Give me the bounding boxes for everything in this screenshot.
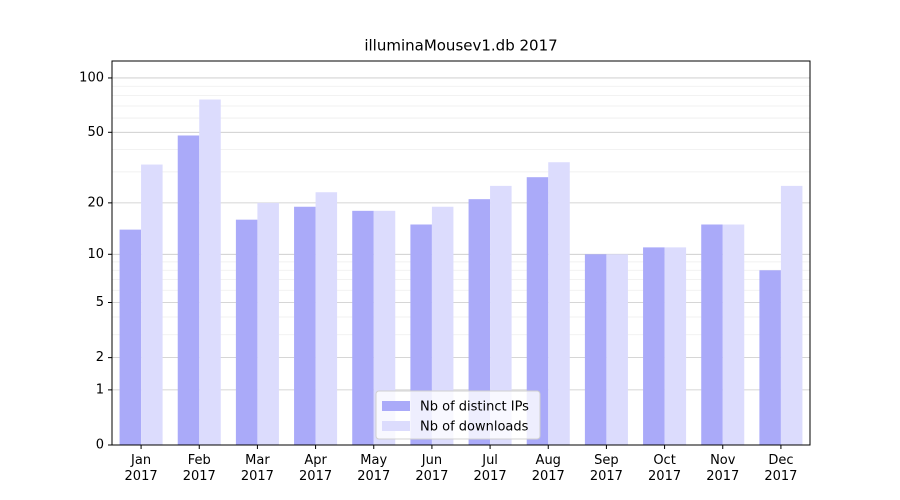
bar — [141, 164, 163, 445]
bar — [294, 206, 316, 445]
y-tick-label: 10 — [87, 247, 104, 262]
x-tick-label: Jan 2017 — [124, 453, 158, 484]
y-tick-label: 2 — [96, 350, 104, 365]
chart-title: illuminaMousev1.db 2017 — [364, 37, 557, 55]
bar — [468, 199, 491, 445]
bar — [759, 270, 781, 445]
bar — [119, 229, 142, 445]
y-tick-label: 1 — [96, 382, 104, 397]
bar — [373, 210, 396, 445]
bar — [431, 206, 454, 445]
bar — [199, 99, 221, 445]
y-tick-label: 100 — [79, 70, 104, 85]
bar — [701, 224, 723, 445]
legend-box — [375, 390, 541, 440]
x-tick-label: Apr 2017 — [299, 453, 333, 484]
bar — [257, 202, 279, 445]
y-tick-label: 50 — [87, 125, 104, 140]
x-tick-label: Mar 2017 — [240, 453, 274, 484]
bar — [664, 247, 687, 445]
x-tick-label: Dec 2017 — [764, 453, 798, 484]
y-tick-label: 0 — [96, 438, 104, 453]
legend: Nb of distinct IPs Nb of downloads — [375, 390, 541, 440]
bar — [315, 192, 338, 445]
bar — [177, 135, 200, 445]
bar — [643, 247, 665, 445]
bar — [548, 162, 570, 446]
y-tick-label: 5 — [96, 295, 104, 310]
legend-label: Nb of distinct IPs — [420, 400, 529, 415]
bar — [235, 219, 258, 445]
x-tick-label: Sep 2017 — [589, 453, 623, 484]
legend-swatch — [382, 421, 410, 431]
x-tick-label: Feb 2017 — [182, 453, 216, 484]
bar — [584, 254, 607, 445]
bar — [410, 224, 432, 445]
y-tick-label: 20 — [87, 195, 104, 210]
bar — [606, 254, 628, 445]
bar — [352, 210, 374, 445]
x-tick-label: Nov 2017 — [706, 453, 740, 484]
x-tick-label: May 2017 — [357, 453, 391, 484]
legend-swatch — [382, 401, 410, 411]
plot-frame — [111, 60, 811, 446]
bar — [490, 185, 512, 445]
x-tick-label: Aug 2017 — [531, 453, 565, 484]
legend-label: Nb of downloads — [420, 420, 529, 435]
x-tick-label: Oct 2017 — [648, 453, 682, 484]
bar — [780, 185, 803, 445]
x-tick-label: Jul 2017 — [473, 453, 507, 484]
bar — [526, 177, 549, 445]
x-tick-label: Jun 2017 — [415, 453, 449, 484]
bar — [722, 224, 745, 445]
